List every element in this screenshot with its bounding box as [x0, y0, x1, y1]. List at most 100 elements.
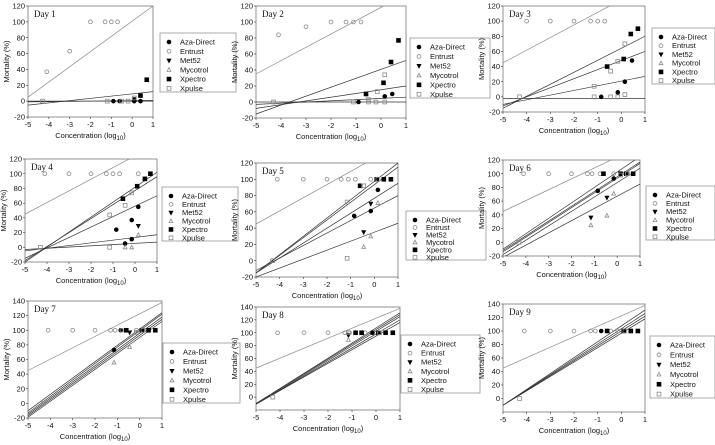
point-entrust: [324, 176, 330, 182]
y-tick-label: -20: [14, 113, 25, 122]
legend-label: Xpulse: [426, 253, 449, 262]
point-xpulse: [622, 92, 628, 97]
point-xpectro: [359, 330, 364, 336]
point-aza-direct: [114, 227, 119, 232]
legend-label: Xpulse: [182, 233, 205, 242]
x-tick-label: -4: [522, 259, 529, 268]
fit-line: [256, 166, 398, 274]
legend-box: [162, 342, 241, 404]
point-xpectro: [621, 56, 626, 62]
plot-frame: [24, 158, 158, 263]
point-xpectro: [604, 64, 610, 69]
legend-marker-xpectro: [652, 226, 658, 231]
x-tick-label: 0: [619, 415, 623, 424]
data-points: [270, 330, 396, 400]
x-tick-label: -3: [547, 115, 554, 124]
point-entrust: [301, 330, 307, 336]
x-tick-label: -2: [571, 115, 578, 124]
y-tick-label: 100: [240, 18, 253, 27]
point-aza-direct: [375, 187, 381, 193]
legend-marker-mycotrol: [168, 218, 174, 224]
legend-label: Mycotrol: [672, 59, 701, 68]
legend-marker-aza-direct: [656, 342, 662, 348]
legend-label: Entrust: [670, 350, 695, 359]
point-xpulse: [591, 94, 597, 100]
x-tick-label: 1: [643, 415, 647, 424]
point-xpectro: [396, 38, 401, 43]
point-xpulse: [374, 89, 380, 94]
legend-label: Xpectro: [666, 224, 692, 233]
x-tick-label: -5: [25, 120, 32, 129]
point-entrust: [358, 19, 364, 25]
legend-marker-met52: [407, 360, 413, 366]
point-xpectro: [635, 328, 641, 334]
y-tick-label: -20: [489, 108, 500, 117]
y-tick-label: 40: [245, 367, 253, 376]
y-axis-label: Mortality (%): [2, 40, 11, 83]
point-xpulse: [622, 41, 628, 47]
fit-line: [503, 160, 612, 212]
y-tick-label: 0: [249, 256, 253, 265]
fit-line: [28, 6, 153, 98]
point-xpulse: [618, 172, 623, 178]
point-mycotrol: [345, 336, 351, 342]
legend-label: Xpulse: [421, 385, 444, 394]
point-xpectro: [390, 330, 396, 336]
x-tick-label: -5: [500, 259, 507, 268]
legend-marker-met52: [412, 232, 418, 238]
point-aza-direct: [111, 98, 116, 104]
point-xpectro: [152, 327, 158, 333]
legend-label: Met52: [183, 366, 204, 375]
legend-marker-aza-direct: [658, 34, 664, 40]
point-entrust: [368, 176, 374, 182]
point-xpulse: [516, 239, 522, 245]
x-tick-label: -2: [92, 421, 99, 430]
x-tick-label: -1: [108, 120, 115, 129]
y-tick-label: 0: [21, 97, 25, 106]
x-tick-label: -5: [253, 413, 260, 422]
legend-marker-mycotrol: [169, 377, 175, 383]
point-entrust: [88, 171, 94, 177]
data-points: [41, 327, 158, 406]
point-entrust: [44, 69, 50, 75]
x-axis-label: Concentration (log10): [536, 270, 607, 281]
legend-marker-aza-direct: [416, 44, 422, 50]
legend-marker-entrust: [407, 350, 413, 356]
x-tick-label: -4: [47, 421, 54, 430]
legend-box: [645, 185, 715, 241]
point-entrust: [67, 48, 72, 54]
fit-lines: [28, 302, 162, 418]
point-aza-direct: [611, 176, 617, 181]
point-entrust: [66, 171, 72, 177]
point-entrust: [345, 176, 351, 182]
legend-label: Met52: [182, 208, 203, 217]
x-tick-label: -3: [66, 120, 73, 129]
point-xpulse: [375, 176, 381, 182]
data-points: [40, 19, 150, 104]
fit-lines: [256, 307, 400, 405]
point-xpectro: [381, 80, 386, 86]
point-xpulse: [517, 396, 522, 401]
point-met52: [588, 215, 594, 221]
point-xpulse: [344, 255, 350, 261]
point-entrust: [112, 327, 118, 333]
point-xpulse: [38, 244, 43, 250]
x-tick-label: -5: [500, 415, 507, 424]
point-xpectro: [134, 183, 140, 189]
legend-label: Aza-Direct: [180, 38, 216, 47]
fit-line: [503, 309, 645, 406]
point-xpulse: [107, 244, 113, 250]
legend-marker-xpulse: [656, 391, 662, 397]
x-tick-label: -1: [347, 280, 354, 289]
x-tick-label: -4: [276, 280, 283, 289]
point-xpectro: [148, 171, 153, 177]
point-xpulse: [591, 83, 597, 89]
y-tick-label: 100: [240, 328, 253, 337]
legend-marker-entrust: [658, 43, 664, 49]
panel-title: Day 2: [262, 9, 284, 19]
fit-line: [256, 163, 398, 274]
point-entrust: [117, 171, 122, 177]
legend-label: Met52: [430, 61, 451, 70]
x-tick-label: 1: [155, 265, 159, 274]
legend-label: Xpulse: [183, 395, 206, 404]
